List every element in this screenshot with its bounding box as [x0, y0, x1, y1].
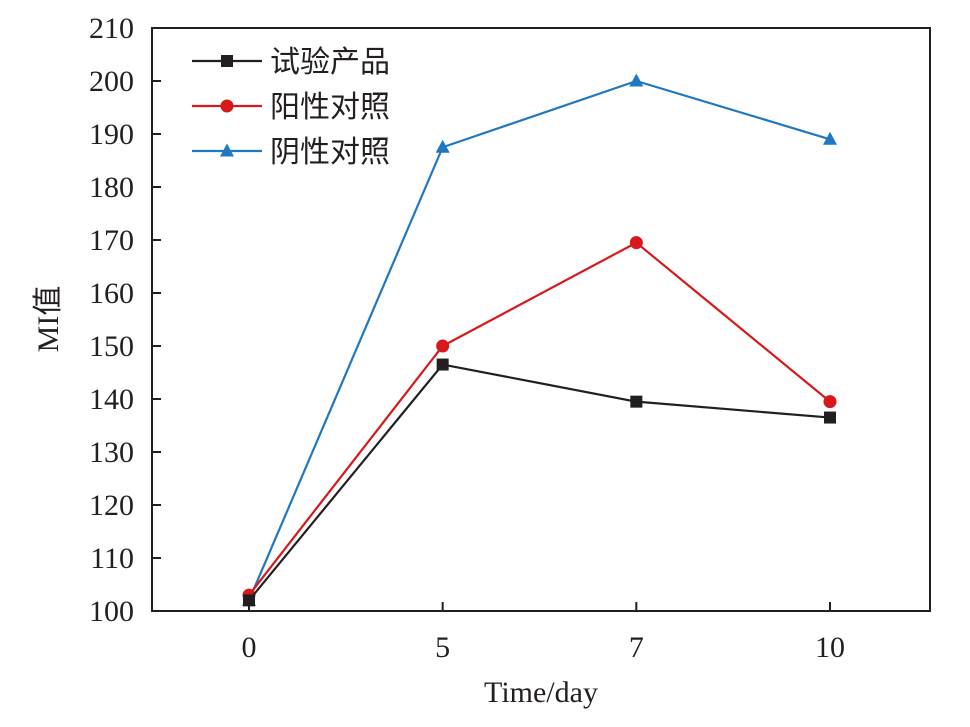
- legend-marker: [220, 143, 234, 157]
- x-axis-label: Time/day: [484, 676, 598, 709]
- legend-item: 试验产品: [192, 46, 390, 79]
- y-tick-label: 150: [89, 330, 134, 363]
- legend-marker: [220, 99, 234, 113]
- data-point: [243, 594, 255, 607]
- y-tick-label: 110: [90, 542, 134, 575]
- y-tick-label: 100: [89, 595, 134, 628]
- y-tick-label: 130: [89, 436, 134, 469]
- series-line: [247, 79, 831, 601]
- series-line: [248, 241, 831, 596]
- legend-label: 阳性对照: [270, 91, 390, 124]
- data-point: [824, 411, 836, 424]
- series-0: [243, 358, 836, 607]
- x-tick-label: 7: [629, 631, 644, 664]
- y-tick-label: 200: [89, 65, 134, 98]
- series-1: [242, 236, 837, 602]
- series-line: [248, 363, 831, 602]
- y-tick-label: 140: [89, 383, 134, 416]
- data-point: [630, 395, 643, 408]
- y-axis: 100 110 120 130 140 150 160 170 180 190 200 210: [89, 12, 161, 628]
- data-point: [436, 339, 450, 353]
- x-tick-label: 10: [815, 631, 845, 664]
- data-point: [629, 236, 643, 250]
- y-tick-label: 210: [89, 12, 134, 45]
- y-tick-label: 120: [89, 489, 134, 522]
- y-axis-label: MI值: [32, 286, 65, 353]
- legend-label: 阴性对照: [270, 136, 390, 169]
- y-tick-label: 190: [89, 118, 134, 151]
- y-tick-label: 170: [89, 224, 134, 257]
- legend-item: 阴性对照: [192, 136, 390, 169]
- legend-item: 阳性对照: [192, 91, 390, 124]
- x-axis: 0 5 7 10: [242, 602, 845, 664]
- x-tick-label: 0: [242, 631, 257, 664]
- data-point: [823, 131, 837, 145]
- data-point: [435, 139, 450, 153]
- data-point: [629, 73, 644, 87]
- y-tick-label: 160: [89, 277, 134, 310]
- series-layer: [242, 73, 837, 607]
- legend-marker: [221, 55, 233, 67]
- x-tick-label: 5: [435, 631, 450, 664]
- series-2: [242, 73, 837, 606]
- y-tick-label: 180: [89, 171, 134, 204]
- data-point: [436, 358, 449, 371]
- data-point: [823, 395, 837, 409]
- plot-area-frame: [151, 27, 931, 612]
- legend-label: 试验产品: [270, 46, 390, 79]
